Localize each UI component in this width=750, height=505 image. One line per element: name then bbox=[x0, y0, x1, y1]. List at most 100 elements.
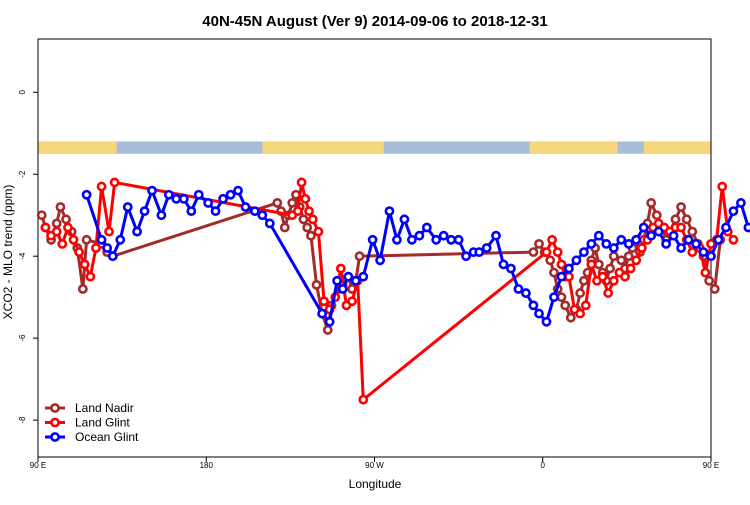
data-point bbox=[556, 292, 567, 303]
legend-swatch-marker bbox=[50, 432, 60, 442]
data-point bbox=[541, 316, 552, 327]
data-point bbox=[40, 222, 51, 233]
x-tick-label: 180 bbox=[200, 461, 214, 470]
data-point bbox=[541, 247, 552, 257]
series-layer bbox=[36, 177, 750, 405]
data-point bbox=[218, 193, 228, 204]
legend-item: Ocean Glint bbox=[45, 430, 139, 444]
data-point bbox=[631, 234, 642, 245]
data-point bbox=[564, 271, 574, 282]
land-segment bbox=[643, 141, 711, 154]
data-point bbox=[431, 234, 442, 245]
data-point bbox=[36, 210, 47, 221]
data-point bbox=[556, 271, 567, 282]
data-point bbox=[578, 247, 589, 257]
data-point bbox=[661, 239, 672, 249]
data-point bbox=[324, 316, 335, 327]
data-point bbox=[96, 234, 107, 245]
data-point bbox=[96, 181, 107, 192]
data-point bbox=[300, 193, 311, 204]
data-point bbox=[306, 230, 316, 241]
x-axis-label: Longitude bbox=[349, 477, 402, 491]
data-point bbox=[687, 226, 698, 237]
y-tick-label: 0 bbox=[18, 90, 27, 95]
data-point bbox=[171, 193, 182, 204]
data-point bbox=[713, 234, 724, 245]
data-point bbox=[257, 210, 268, 221]
data-point bbox=[616, 234, 627, 245]
data-point bbox=[683, 234, 694, 245]
data-point bbox=[638, 222, 649, 233]
land-segment bbox=[262, 141, 384, 154]
data-point bbox=[528, 247, 539, 257]
data-point bbox=[186, 206, 197, 217]
data-point bbox=[74, 247, 85, 257]
data-point bbox=[625, 263, 636, 274]
data-point bbox=[721, 222, 731, 233]
data-point bbox=[552, 247, 563, 257]
legend-label: Ocean Glint bbox=[75, 430, 139, 444]
data-point bbox=[578, 275, 589, 286]
data-point bbox=[597, 271, 608, 282]
data-point bbox=[549, 292, 559, 303]
data-point bbox=[586, 259, 597, 270]
data-point bbox=[107, 251, 118, 262]
data-point bbox=[304, 206, 314, 217]
data-point bbox=[147, 185, 157, 196]
data-point bbox=[343, 271, 354, 282]
data-point bbox=[335, 263, 346, 274]
data-point bbox=[178, 193, 189, 204]
data-point bbox=[109, 177, 120, 188]
data-point bbox=[79, 259, 90, 270]
data-point bbox=[358, 271, 369, 282]
data-point bbox=[506, 263, 516, 274]
data-point bbox=[132, 226, 142, 237]
data-point bbox=[311, 279, 322, 290]
data-point bbox=[240, 202, 251, 212]
x-tick-label: 0 bbox=[541, 461, 546, 470]
data-point bbox=[560, 300, 571, 311]
data-point bbox=[57, 239, 68, 249]
data-point bbox=[676, 222, 686, 233]
data-point bbox=[264, 218, 275, 229]
data-point bbox=[608, 275, 619, 286]
x-tick-label: 90 W bbox=[365, 461, 384, 470]
data-point bbox=[193, 189, 204, 200]
legend-label: Land Glint bbox=[75, 416, 130, 430]
data-point bbox=[528, 300, 539, 311]
y-tick-label: -4 bbox=[18, 252, 27, 260]
data-point bbox=[63, 222, 73, 233]
data-point bbox=[575, 308, 586, 319]
data-point bbox=[91, 243, 101, 253]
data-point bbox=[698, 247, 709, 257]
data-point bbox=[453, 234, 464, 245]
data-point bbox=[446, 234, 457, 245]
data-point bbox=[593, 230, 604, 241]
data-point bbox=[61, 214, 71, 225]
data-point bbox=[616, 255, 627, 266]
data-point bbox=[601, 239, 612, 249]
data-point bbox=[51, 218, 62, 229]
data-point bbox=[491, 230, 501, 241]
data-point bbox=[272, 198, 283, 208]
y-tick-label: -6 bbox=[18, 334, 27, 342]
data-point bbox=[68, 234, 79, 245]
data-point bbox=[358, 394, 369, 405]
data-point bbox=[565, 312, 576, 323]
series-ocean-glint bbox=[81, 185, 750, 327]
data-point bbox=[670, 214, 681, 225]
legend-label: Land Nadir bbox=[75, 401, 134, 415]
data-point bbox=[104, 226, 114, 237]
chart-title: 40N-45N August (Ver 9) 2014-09-06 to 201… bbox=[202, 13, 547, 30]
data-point bbox=[102, 243, 113, 253]
data-point bbox=[580, 300, 591, 311]
data-point bbox=[564, 263, 574, 274]
data-point bbox=[279, 222, 290, 233]
data-point bbox=[704, 275, 715, 286]
data-point bbox=[571, 255, 582, 266]
y-axis: 0 -2 -4 -6 -8 bbox=[18, 90, 38, 424]
data-point bbox=[210, 206, 221, 217]
